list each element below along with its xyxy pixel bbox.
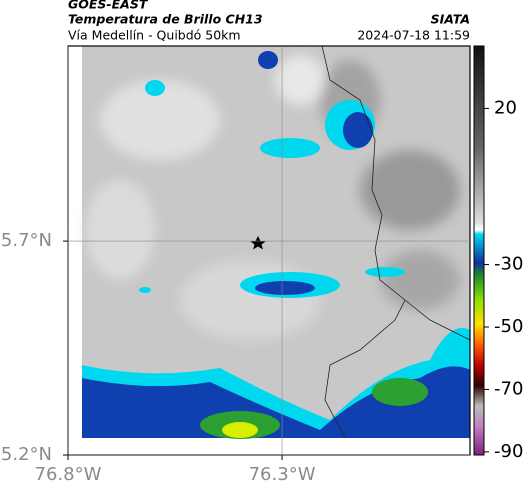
colorbar-label: 20 [494, 97, 517, 118]
colorbar-label: -90 [494, 441, 523, 462]
imagery [82, 45, 471, 439]
colorbar-label: -70 [494, 378, 523, 399]
x-tick-label: 76.8°W [35, 464, 102, 485]
y-tick-label: 5.2°N [1, 444, 52, 465]
source: GOES-EAST [68, 0, 149, 12]
y-tick-label: 5.7°N [1, 230, 52, 251]
timestamp: 2024-07-18 11:59 [357, 28, 470, 43]
colorbar [473, 45, 485, 456]
title: Temperatura de Brillo CH13 [68, 12, 263, 27]
subtitle: Vía Medellín - Quibdó 50km [68, 28, 241, 43]
x-tick-label: 76.3°W [249, 464, 316, 485]
colorbar-label: -50 [494, 316, 523, 337]
colorbar-label: -30 [494, 254, 523, 275]
agency: SIATA [431, 12, 470, 27]
